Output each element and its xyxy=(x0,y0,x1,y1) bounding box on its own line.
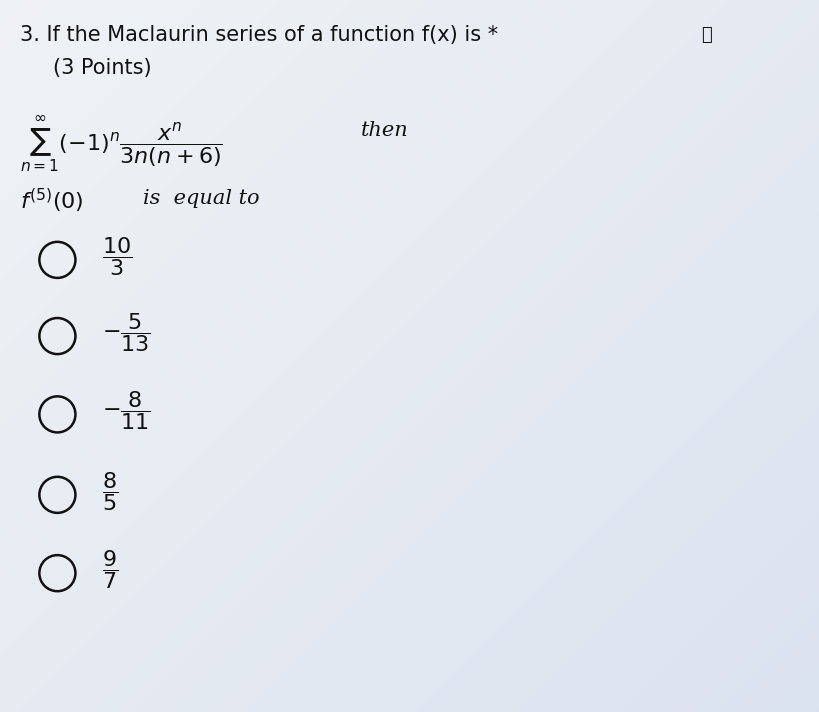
Text: then: then xyxy=(360,121,408,140)
Text: (3 Points): (3 Points) xyxy=(53,58,152,78)
Text: 3. If the Maclaurin series of a function f(x) is *: 3. If the Maclaurin series of a function… xyxy=(20,25,498,45)
Text: $\dfrac{10}{3}$: $\dfrac{10}{3}$ xyxy=(102,235,133,278)
Text: is  equal to: is equal to xyxy=(143,189,260,208)
Text: $−\dfrac{8}{11}$: $−\dfrac{8}{11}$ xyxy=(102,389,152,432)
Text: $\dfrac{8}{5}$: $\dfrac{8}{5}$ xyxy=(102,470,119,513)
Text: $f^{(5)}(0)$: $f^{(5)}(0)$ xyxy=(20,187,84,215)
Text: $\sum_{n=1}^{\infty}(-1)^n\dfrac{x^n}{3n(n+6)}$: $\sum_{n=1}^{\infty}(-1)^n\dfrac{x^n}{3n… xyxy=(20,114,223,174)
Text: ⧈: ⧈ xyxy=(700,26,711,44)
Text: $−\dfrac{5}{13}$: $−\dfrac{5}{13}$ xyxy=(102,311,152,354)
Text: $\dfrac{9}{7}$: $\dfrac{9}{7}$ xyxy=(102,548,119,591)
